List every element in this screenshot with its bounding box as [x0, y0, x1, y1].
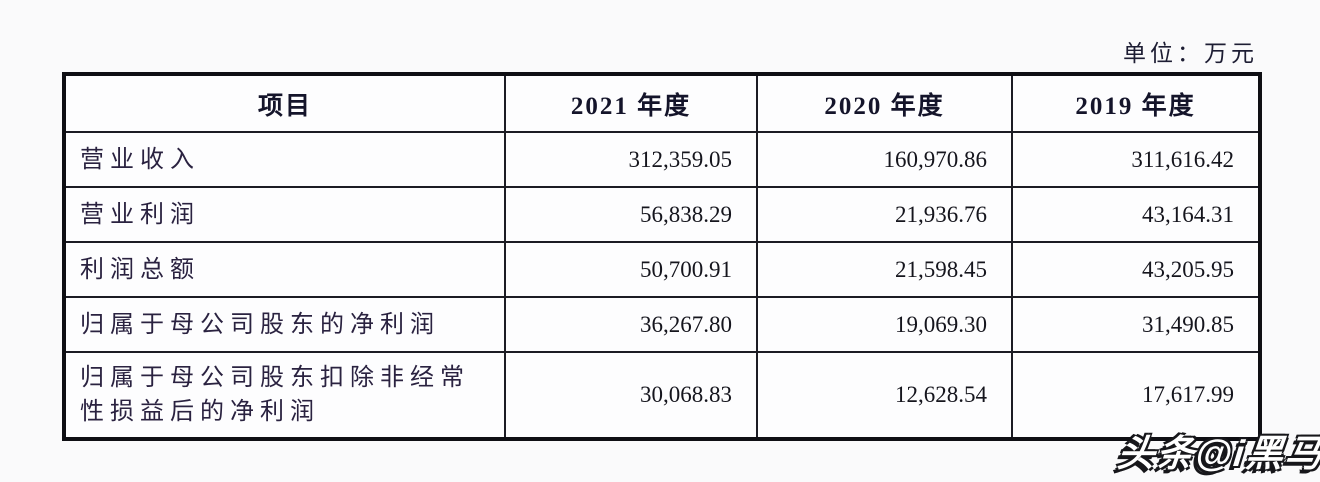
row-value: 21,598.45 [756, 241, 1013, 298]
table-row: 利润总额 50,700.91 21,598.45 43,205.95 [63, 241, 1261, 298]
header-year-2019: 2019 年度 [1011, 73, 1261, 133]
table-row: 营业收入 312,359.05 160,970.86 311,616.42 [63, 131, 1261, 188]
financial-table: 项目 2021 年度 2020 年度 2019 年度 营业收入 312,359.… [62, 72, 1262, 441]
row-value: 21,936.76 [756, 186, 1013, 243]
unit-label: 单位：万元 [1123, 41, 1258, 66]
row-value: 12,628.54 [756, 351, 1013, 440]
row-value: 311,616.42 [1011, 131, 1261, 188]
row-label: 利润总额 [63, 241, 506, 298]
row-value: 56,838.29 [504, 186, 758, 243]
row-value: 31,490.85 [1011, 296, 1261, 353]
watermark: 头条@i黑马 [1115, 433, 1320, 474]
table-header-row: 项目 2021 年度 2020 年度 2019 年度 [63, 73, 1261, 133]
row-value: 312,359.05 [504, 131, 758, 188]
row-value: 36,267.80 [504, 296, 758, 353]
row-label: 归属于母公司股东的净利润 [63, 296, 506, 353]
row-value: 19,069.30 [756, 296, 1013, 353]
row-value: 160,970.86 [756, 131, 1013, 188]
header-year-2020: 2020 年度 [756, 73, 1013, 133]
row-value: 43,164.31 [1011, 186, 1261, 243]
row-value: 30,068.83 [504, 351, 758, 440]
row-label: 营业收入 [63, 131, 506, 188]
row-value: 50,700.91 [504, 241, 758, 298]
header-item: 项目 [63, 73, 506, 133]
row-value: 17,617.99 [1011, 351, 1261, 440]
table-row: 归属于母公司股东扣除非经常性损益后的净利润 30,068.83 12,628.5… [63, 351, 1261, 440]
table-row: 归属于母公司股东的净利润 36,267.80 19,069.30 31,490.… [63, 296, 1261, 353]
header-year-2021: 2021 年度 [504, 73, 758, 133]
row-label: 营业利润 [63, 186, 506, 243]
row-value: 43,205.95 [1011, 241, 1261, 298]
row-label: 归属于母公司股东扣除非经常性损益后的净利润 [63, 351, 506, 440]
table-row: 营业利润 56,838.29 21,936.76 43,164.31 [63, 186, 1261, 243]
